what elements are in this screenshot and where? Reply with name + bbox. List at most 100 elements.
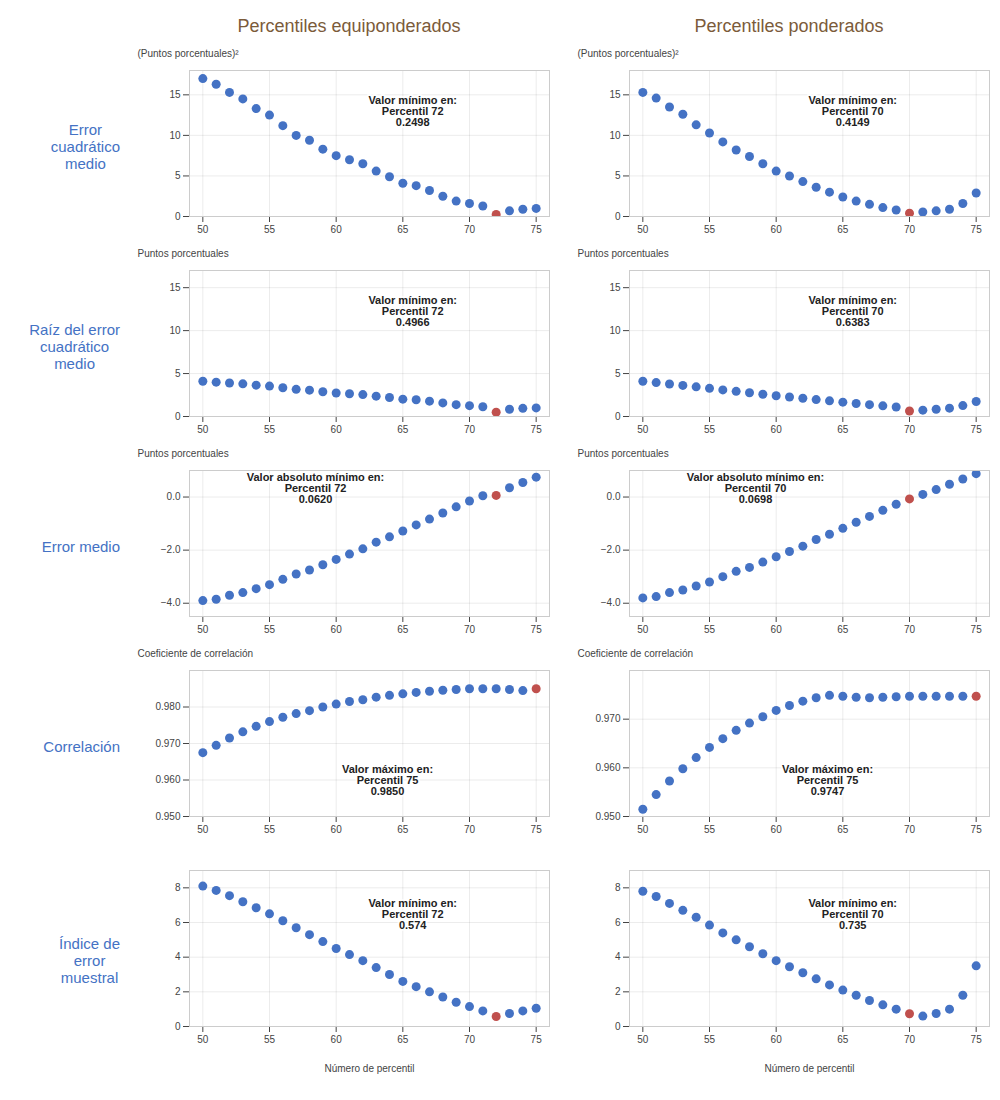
svg-text:10: 10 (609, 325, 621, 336)
svg-text:0: 0 (615, 1021, 621, 1032)
svg-text:55: 55 (264, 1034, 276, 1045)
svg-text:55: 55 (704, 1034, 716, 1045)
svg-text:55: 55 (264, 224, 276, 235)
svg-text:65: 65 (397, 224, 409, 235)
svg-text:70: 70 (464, 424, 476, 435)
svg-text:10: 10 (609, 130, 621, 141)
svg-text:65: 65 (397, 1034, 409, 1045)
svg-text:0.0: 0.0 (607, 491, 621, 502)
svg-text:50: 50 (637, 1034, 649, 1045)
svg-text:Puntos porcentuales: Puntos porcentuales (578, 448, 669, 459)
svg-text:0.970: 0.970 (595, 713, 620, 724)
svg-text:60: 60 (771, 224, 783, 235)
svg-text:55: 55 (704, 624, 716, 635)
svg-text:5: 5 (175, 368, 181, 379)
svg-text:70: 70 (904, 1034, 916, 1045)
svg-text:75: 75 (531, 824, 543, 835)
svg-text:65: 65 (837, 224, 849, 235)
svg-text:60: 60 (771, 824, 783, 835)
svg-text:65: 65 (837, 424, 849, 435)
svg-text:0.970: 0.970 (155, 738, 180, 749)
svg-text:75: 75 (971, 624, 983, 635)
svg-text:5: 5 (615, 368, 621, 379)
svg-text:60: 60 (331, 424, 343, 435)
svg-text:50: 50 (637, 824, 649, 835)
svg-text:−2.0: −2.0 (601, 544, 621, 555)
svg-text:Valor máximo en:Percentil 750.: Valor máximo en:Percentil 750.9850 (342, 763, 433, 797)
svg-text:2: 2 (615, 986, 621, 997)
svg-text:Valor máximo en:Percentil 750.: Valor máximo en:Percentil 750.9747 (782, 763, 873, 797)
svg-text:15: 15 (609, 282, 621, 293)
svg-text:Coeficiente de correlación: Coeficiente de correlación (138, 648, 254, 659)
svg-text:−2.0: −2.0 (161, 544, 181, 555)
svg-text:50: 50 (197, 624, 209, 635)
svg-text:70: 70 (904, 424, 916, 435)
svg-text:50: 50 (197, 224, 209, 235)
svg-text:Valor mínimo en:Percentil 720.: Valor mínimo en:Percentil 720.574 (368, 897, 457, 931)
svg-text:4: 4 (615, 951, 621, 962)
svg-text:70: 70 (464, 624, 476, 635)
svg-text:(Puntos porcentuales)²: (Puntos porcentuales)² (138, 48, 240, 59)
svg-text:50: 50 (637, 224, 649, 235)
svg-text:4: 4 (175, 951, 181, 962)
svg-text:50: 50 (637, 424, 649, 435)
svg-text:Valor mínimo en:Percentil 720.: Valor mínimo en:Percentil 720.2498 (368, 94, 457, 128)
svg-text:Valor absoluto mínimo en:Perce: Valor absoluto mínimo en:Percentil 720.0… (247, 471, 385, 505)
svg-text:10: 10 (169, 130, 181, 141)
svg-text:0.960: 0.960 (595, 762, 620, 773)
svg-text:Puntos porcentuales: Puntos porcentuales (138, 248, 229, 259)
svg-text:−4.0: −4.0 (601, 597, 621, 608)
svg-text:70: 70 (904, 224, 916, 235)
svg-text:60: 60 (771, 624, 783, 635)
svg-text:2: 2 (175, 986, 181, 997)
svg-text:65: 65 (397, 824, 409, 835)
svg-text:Puntos porcentuales: Puntos porcentuales (138, 448, 229, 459)
svg-text:65: 65 (397, 624, 409, 635)
svg-text:0.950: 0.950 (595, 811, 620, 822)
svg-text:55: 55 (704, 424, 716, 435)
svg-text:0: 0 (175, 211, 181, 222)
svg-text:70: 70 (464, 824, 476, 835)
svg-text:8: 8 (615, 882, 621, 893)
svg-text:0.950: 0.950 (155, 811, 180, 822)
svg-text:50: 50 (197, 424, 209, 435)
svg-text:55: 55 (704, 224, 716, 235)
svg-text:0: 0 (615, 211, 621, 222)
svg-text:55: 55 (264, 424, 276, 435)
svg-text:0.0: 0.0 (167, 491, 181, 502)
svg-text:55: 55 (704, 824, 716, 835)
svg-text:0: 0 (615, 411, 621, 422)
svg-text:−4.0: −4.0 (161, 597, 181, 608)
svg-text:70: 70 (904, 624, 916, 635)
svg-text:10: 10 (169, 325, 181, 336)
svg-text:75: 75 (531, 624, 543, 635)
svg-text:65: 65 (837, 1034, 849, 1045)
svg-text:75: 75 (531, 224, 543, 235)
svg-text:75: 75 (971, 824, 983, 835)
svg-text:75: 75 (531, 1034, 543, 1045)
svg-text:Puntos porcentuales: Puntos porcentuales (578, 248, 669, 259)
svg-text:60: 60 (331, 224, 343, 235)
svg-text:50: 50 (197, 824, 209, 835)
svg-text:Número de percentil: Número de percentil (324, 1063, 414, 1074)
svg-text:70: 70 (464, 1034, 476, 1045)
svg-text:0.980: 0.980 (155, 701, 180, 712)
svg-text:Valor mínimo en:Percentil 700.: Valor mínimo en:Percentil 700.6383 (808, 294, 897, 328)
svg-text:5: 5 (615, 170, 621, 181)
svg-text:75: 75 (971, 424, 983, 435)
svg-text:0: 0 (175, 1021, 181, 1032)
svg-text:50: 50 (637, 624, 649, 635)
svg-text:60: 60 (331, 824, 343, 835)
svg-text:70: 70 (904, 824, 916, 835)
svg-text:65: 65 (837, 824, 849, 835)
svg-text:55: 55 (264, 624, 276, 635)
svg-text:75: 75 (531, 424, 543, 435)
svg-text:50: 50 (197, 1034, 209, 1045)
svg-text:65: 65 (397, 424, 409, 435)
svg-text:5: 5 (175, 170, 181, 181)
svg-text:8: 8 (175, 882, 181, 893)
svg-text:0.960: 0.960 (155, 774, 180, 785)
svg-text:60: 60 (771, 424, 783, 435)
svg-text:60: 60 (771, 1034, 783, 1045)
svg-text:0: 0 (175, 411, 181, 422)
